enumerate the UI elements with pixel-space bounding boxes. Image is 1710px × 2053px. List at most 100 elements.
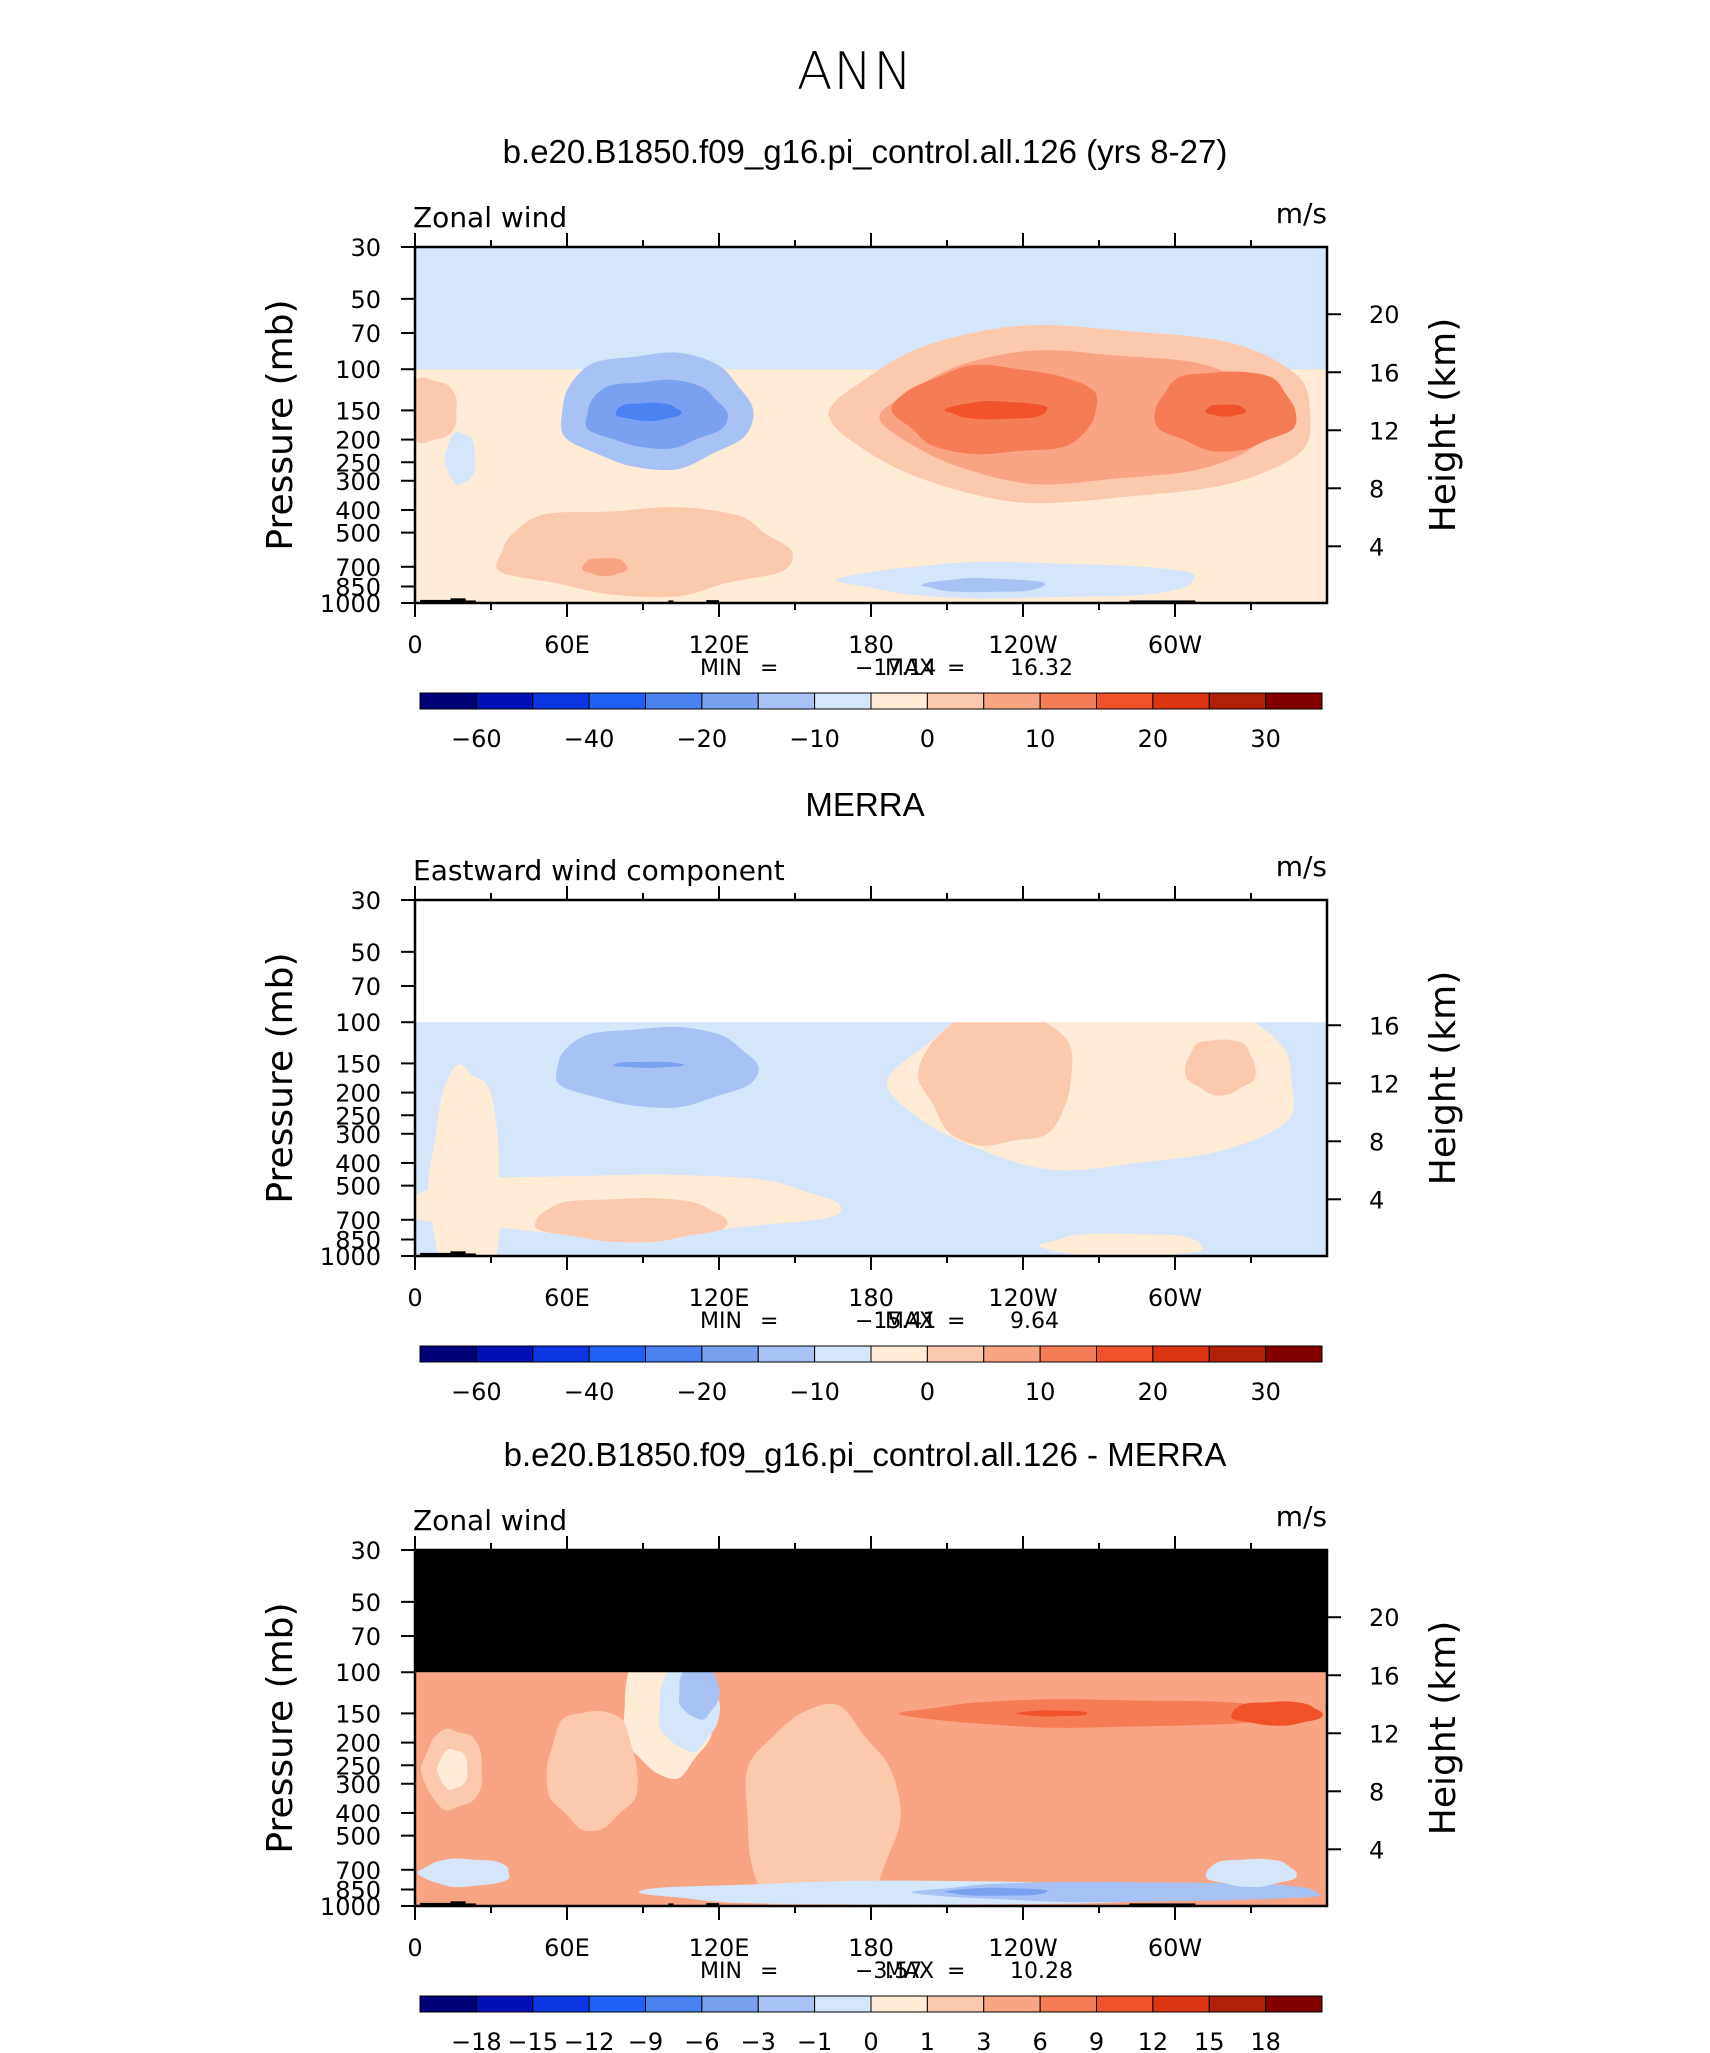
y2-tick-label: 12 <box>1369 1070 1400 1098</box>
y-tick-label: 30 <box>350 1537 381 1565</box>
masked-region <box>415 1550 1327 1673</box>
colorbar-box <box>1096 1345 1154 1363</box>
topography-block <box>706 600 719 603</box>
colorbar-tick-label: −40 <box>564 725 615 750</box>
colorbar-box <box>532 1345 590 1363</box>
field-contour <box>944 1887 1048 1896</box>
y2-tick-label: 16 <box>1369 359 1400 387</box>
stats-eq: = <box>760 656 778 681</box>
colorbar-tick-label: 0 <box>920 725 935 750</box>
y2-axis-label: Height (km) <box>1423 318 1464 532</box>
colorbar-box <box>588 692 646 710</box>
colorbar-box <box>419 692 477 710</box>
field-contour <box>921 578 1046 593</box>
y-tick-label: 100 <box>335 356 381 384</box>
colorbar-box <box>870 692 928 710</box>
colorbar-tick-label: 10 <box>1025 725 1056 750</box>
colorbar-box <box>1208 1995 1267 2013</box>
y2-tick-label: 16 <box>1369 1012 1400 1040</box>
field-contour <box>417 1858 510 1888</box>
colorbar-box <box>757 1345 816 1363</box>
colorbar-box <box>532 692 590 710</box>
colorbar-box <box>1265 1345 1323 1363</box>
colorbar-box <box>814 692 872 710</box>
x-tick-label: 60E <box>544 1284 590 1312</box>
panel-2-title: MERRA <box>805 786 925 823</box>
y-tick-label: 700 <box>335 554 381 582</box>
colorbar-box <box>814 1995 872 2013</box>
stats-max-value: 9.64 <box>1010 1309 1059 1334</box>
y-tick-label: 30 <box>350 887 381 915</box>
y-tick-label: 700 <box>335 1207 381 1235</box>
y-tick-label: 70 <box>350 320 381 348</box>
stats-eq: = <box>947 1309 965 1334</box>
y-tick-label: 1000 <box>320 1893 381 1921</box>
y-tick-label: 400 <box>335 497 381 525</box>
colorbar-box <box>1096 692 1154 710</box>
x-tick-label: 120E <box>689 1934 750 1962</box>
x-tick-label: 120W <box>988 1934 1058 1962</box>
y2-tick-label: 4 <box>1369 1836 1384 1864</box>
colorbar-box <box>1152 692 1210 710</box>
y-tick-label: 150 <box>335 1700 381 1728</box>
y-tick-label: 250 <box>335 449 381 477</box>
y2-tick-label: 8 <box>1369 1128 1384 1156</box>
colorbar-box <box>701 692 759 710</box>
topography-block <box>1129 600 1196 603</box>
stats-eq: = <box>760 1959 778 1984</box>
colorbar-tick-label: −60 <box>451 725 502 750</box>
colorbar-tick-label: 30 <box>1250 1378 1281 1403</box>
y-tick-label: 70 <box>350 1623 381 1651</box>
colorbar-box <box>1152 1345 1210 1363</box>
y-tick-label: 100 <box>335 1009 381 1037</box>
field-contour <box>944 401 1048 420</box>
colorbar-box <box>1039 1995 1097 2013</box>
x-tick-label: 180 <box>848 631 894 659</box>
y2-tick-label: 20 <box>1369 301 1400 329</box>
topography-block <box>465 1253 476 1256</box>
colorbar-box <box>588 1995 646 2013</box>
y-axis-label: Pressure (mb) <box>260 1602 301 1853</box>
panel-1-title: b.e20.B1850.f09_g16.pi_control.all.126 (… <box>502 133 1228 170</box>
colorbar-tick-label: 1 <box>920 2028 935 2053</box>
y-tick-label: 850 <box>335 1877 381 1905</box>
y2-axis-label: Height (km) <box>1423 1621 1464 1835</box>
field-contour <box>612 1061 685 1068</box>
y-tick-label: 200 <box>335 427 381 455</box>
y2-tick-label: 12 <box>1369 417 1400 445</box>
x-tick-label: 60W <box>1148 1284 1202 1312</box>
y-tick-label: 300 <box>335 468 381 496</box>
colorbar-box <box>1208 1345 1267 1363</box>
colorbar-tick-label: −3 <box>741 2028 776 2053</box>
colorbar-box <box>1152 1995 1210 2013</box>
y2-tick-label: 4 <box>1369 1186 1384 1214</box>
topography-block <box>420 599 451 603</box>
field-contour <box>1184 1039 1256 1096</box>
x-tick-label: 120E <box>689 1284 750 1312</box>
x-tick-label: 60W <box>1148 631 1202 659</box>
field-contour <box>415 377 457 444</box>
y2-tick-label: 8 <box>1369 1778 1384 1806</box>
field-layer <box>415 247 1327 603</box>
x-tick-label: 0 <box>407 631 422 659</box>
colorbar-box <box>926 1995 985 2013</box>
field-layer <box>415 900 1327 1256</box>
y-tick-label: 250 <box>335 1102 381 1130</box>
x-tick-label: 120W <box>988 1284 1058 1312</box>
colorbar-box <box>532 1995 590 2013</box>
y-tick-label: 300 <box>335 1771 381 1799</box>
stats-min-label: MIN <box>700 1309 742 1334</box>
field-contour <box>615 402 682 422</box>
y-tick-label: 70 <box>350 973 381 1001</box>
colorbar-box <box>870 1345 928 1363</box>
stats-min-label: MIN <box>700 1959 742 1984</box>
y-tick-label: 850 <box>335 1227 381 1255</box>
topography-block <box>706 1903 719 1906</box>
field-contour <box>1205 1858 1297 1888</box>
colorbar-box <box>645 1345 703 1363</box>
field-contour <box>582 557 628 577</box>
y-tick-label: 100 <box>335 1659 381 1687</box>
field-contour <box>745 1703 901 1906</box>
panel-1-chart: Zonal wind m/s0 60E 120E 180 120W 60W305070100… <box>260 197 1464 750</box>
y-tick-label: 1000 <box>320 590 381 618</box>
